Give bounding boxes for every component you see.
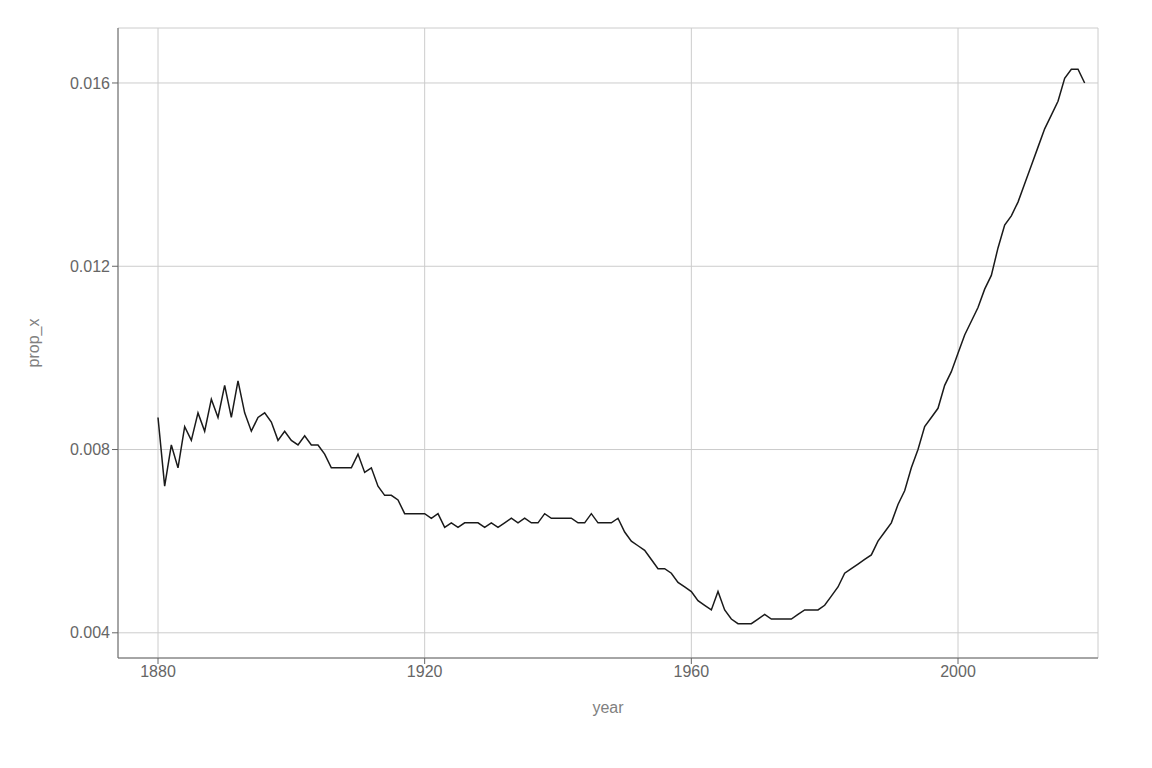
svg-text:2000: 2000: [940, 663, 976, 680]
svg-text:0.012: 0.012: [70, 258, 110, 275]
svg-text:1880: 1880: [140, 663, 176, 680]
svg-text:prop_x: prop_x: [25, 319, 43, 368]
svg-text:1960: 1960: [674, 663, 710, 680]
svg-text:0.004: 0.004: [70, 624, 110, 641]
svg-text:0.016: 0.016: [70, 75, 110, 92]
svg-text:year: year: [592, 699, 624, 716]
svg-text:0.008: 0.008: [70, 441, 110, 458]
svg-text:1920: 1920: [407, 663, 443, 680]
